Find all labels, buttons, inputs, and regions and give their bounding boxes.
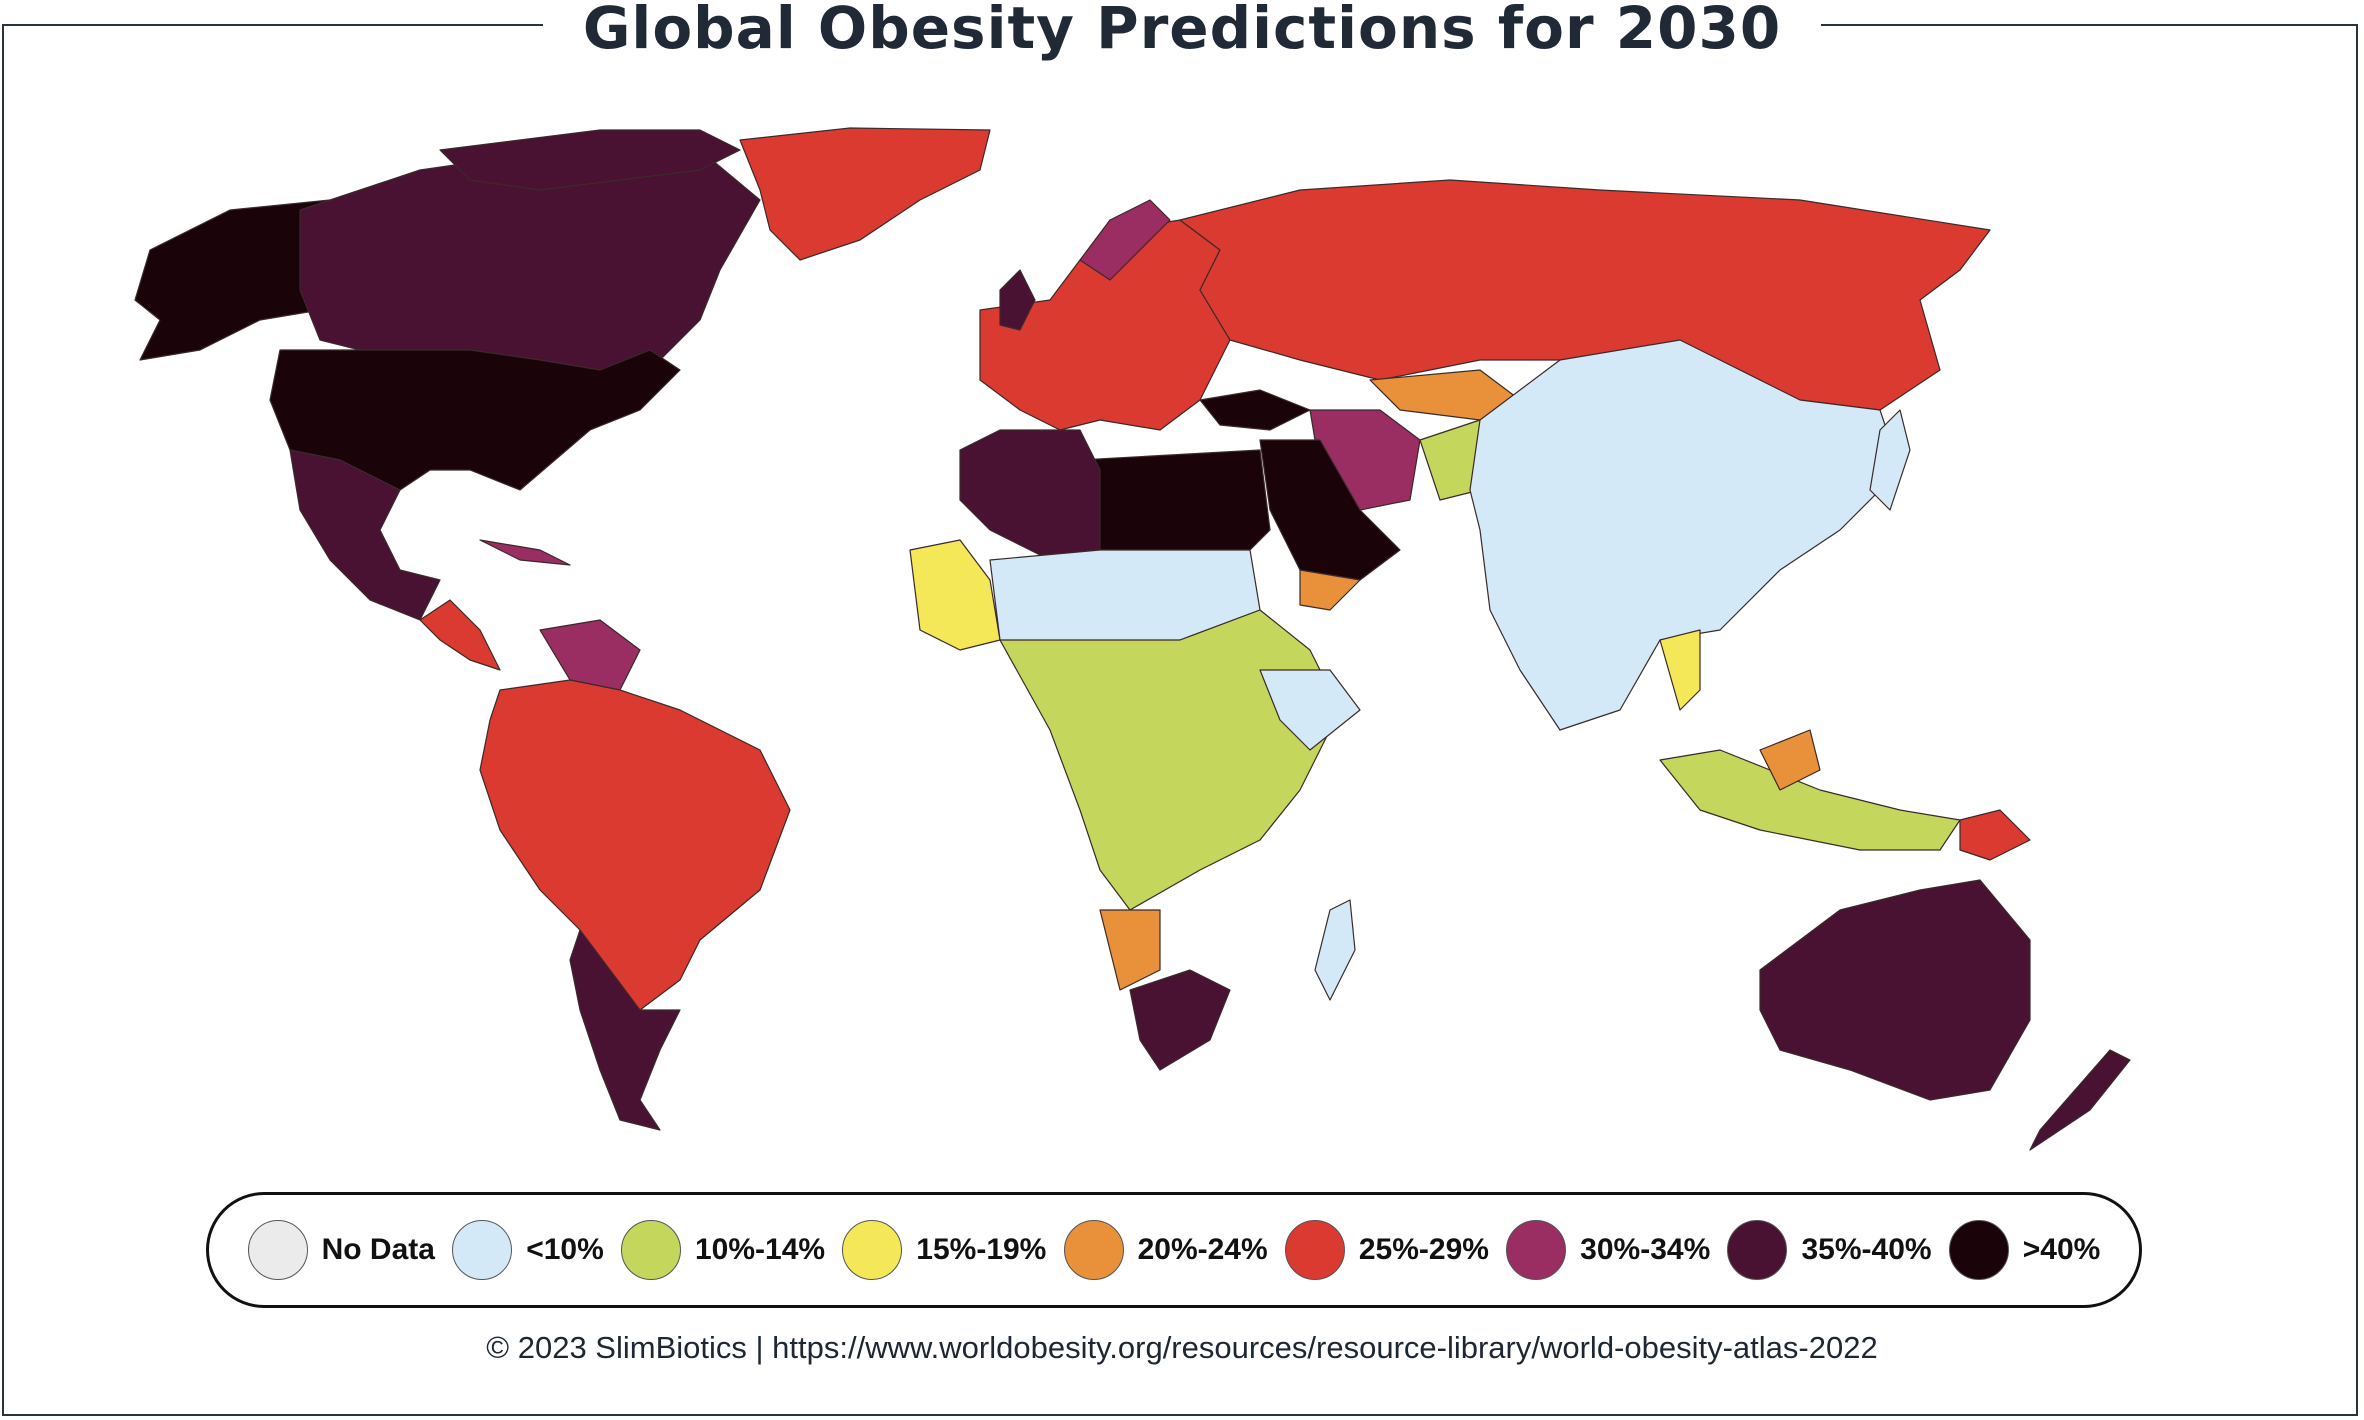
- region-colombia-venezuela: [539, 619, 641, 691]
- region-greenland: [739, 127, 991, 261]
- legend-label: No Data: [321, 1233, 435, 1266]
- region-canadian-arctic: [439, 129, 741, 191]
- region-scandinavia: [1079, 199, 1171, 281]
- legend-swatch: [247, 1220, 308, 1280]
- region-uk: [999, 269, 1036, 331]
- legend-swatch: [620, 1220, 681, 1280]
- legend-item-under-10: <10%: [452, 1220, 604, 1280]
- map-title: Global Obesity Predictions for 2030: [542, 0, 1822, 57]
- region-australia: [1759, 879, 2031, 1101]
- legend-swatch: [1506, 1220, 1567, 1280]
- legend-item-20-24: 20%-24%: [1063, 1220, 1268, 1280]
- region-southern-africa: [1099, 909, 1161, 991]
- region-horn-of-africa: [1259, 669, 1361, 751]
- legend-label: 10%-14%: [694, 1233, 826, 1266]
- legend-label: >40%: [2022, 1233, 2101, 1266]
- legend-swatch: [452, 1220, 513, 1280]
- region-borneo: [1759, 729, 1821, 791]
- region-arabia: [1259, 439, 1401, 581]
- region-north-africa: [1079, 449, 1271, 551]
- legend-item-no-data: No Data: [247, 1220, 435, 1280]
- region-algeria-morocco: [959, 429, 1101, 561]
- legend-item-25-29: 25%-29%: [1284, 1220, 1489, 1280]
- region-southeast-asia: [1659, 629, 1701, 711]
- legend: No Data <10% 10%-14% 15%-19% 20%-24% 25%…: [206, 1192, 2142, 1308]
- legend-swatch: [1063, 1220, 1124, 1280]
- legend-item-35-40: 35%-40%: [1727, 1220, 1932, 1280]
- legend-item-over-40: >40%: [1948, 1220, 2101, 1280]
- legend-item-15-19: 15%-19%: [842, 1220, 1046, 1280]
- region-mexico: [289, 449, 441, 621]
- legend-swatch: [1948, 1220, 2009, 1280]
- legend-swatch: [842, 1220, 903, 1280]
- title-bar: Global Obesity Predictions for 2030: [0, 0, 2364, 57]
- legend-label: 25%-29%: [1358, 1233, 1489, 1266]
- region-yemen-oman: [1299, 569, 1361, 611]
- region-central-america: [419, 599, 501, 671]
- region-brazil: [479, 679, 791, 1011]
- region-alaska: [134, 199, 331, 361]
- legend-label: 30%-34%: [1580, 1233, 1711, 1266]
- region-west-africa: [909, 539, 1001, 651]
- legend-label: 15%-19%: [916, 1233, 1047, 1266]
- legend-label: 35%-40%: [1801, 1233, 1932, 1266]
- legend-swatch: [1727, 1220, 1788, 1280]
- region-papua-new-guinea: [1959, 809, 2031, 861]
- legend-swatch: [1284, 1220, 1345, 1280]
- legend-item-30-34: 30%-34%: [1506, 1220, 1710, 1280]
- source-credit: © 2023 SlimBiotics | https://www.worldob…: [486, 1330, 1878, 1365]
- region-turkey: [1199, 389, 1311, 431]
- region-south-africa: [1129, 969, 1231, 1071]
- world-map: [134, 127, 2131, 1151]
- region-india-china: [1469, 339, 1901, 731]
- region-new-zealand: [2029, 1049, 2131, 1151]
- region-argentina-chile: [569, 929, 681, 1131]
- region-japan: [1869, 409, 1911, 511]
- region-madagascar: [1314, 899, 1356, 1001]
- region-central-africa: [999, 609, 1341, 911]
- legend-label: 20%-24%: [1137, 1233, 1268, 1266]
- legend-item-10-14: 10%-14%: [620, 1220, 826, 1280]
- legend-label: <10%: [526, 1233, 604, 1266]
- region-caribbean: [479, 539, 571, 566]
